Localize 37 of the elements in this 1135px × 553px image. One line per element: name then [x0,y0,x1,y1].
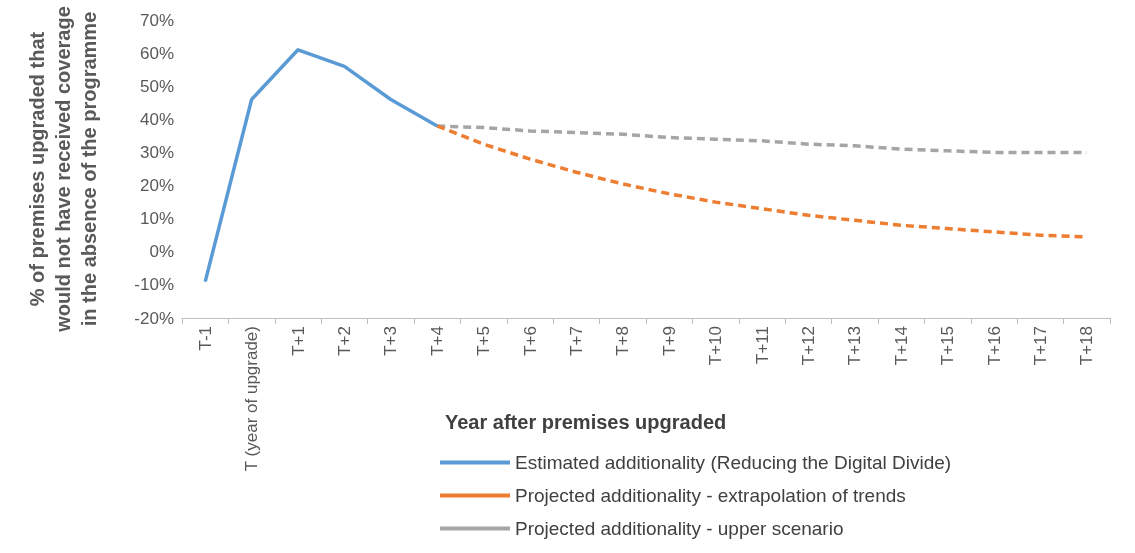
x-tick-label: T-1 [195,326,215,351]
x-tick-label: T+15 [938,326,958,366]
y-tick-label: 40% [139,109,174,129]
x-tick-label: T+8 [613,326,633,356]
x-tick-label: T+12 [798,326,818,366]
x-axis-title: Year after premises upgraded [445,411,727,433]
y-tick-label: 0% [149,242,174,262]
y-tick-label: 50% [139,76,174,96]
x-tick-label: T+3 [381,326,401,356]
y-tick-label: -20% [134,308,174,328]
y-axis-title: % of premises upgraded that would not have received coverage in the absence of the programme [26,6,100,333]
x-tick-label: T+14 [891,326,911,366]
x-tick-label: T+2 [334,326,354,356]
x-tick-label: T+7 [566,326,586,356]
y-tick-label: -10% [134,275,174,295]
legend-label: Estimated additionality (Reducing the Digital Divide) [515,452,952,473]
x-tick-label: T+18 [1077,326,1097,366]
y-tick-label: 30% [139,142,174,162]
line-series [203,48,439,284]
x-tick-label: T+17 [1030,326,1050,366]
x-tick-label: T+10 [706,326,726,366]
x-tick-label: T+6 [520,326,540,356]
x-tick-label: T+13 [845,326,865,366]
x-tick-label: T (year of upgrade) [242,326,262,472]
legend-label: Projected additionality - upper scenario [515,518,844,539]
line-series [435,124,1089,155]
y-tick-label: 20% [139,176,174,196]
x-tick-label: T+1 [288,326,308,356]
x-tick-label: T+5 [474,326,494,356]
x-tick-label: T+11 [752,326,772,364]
x-tick-label: T+16 [984,326,1004,366]
y-tick-label: 10% [139,209,174,229]
x-tick-label: T+4 [427,326,447,356]
y-tick-label: 60% [139,43,174,63]
x-tick-label: T+9 [659,326,679,356]
y-tick-label: 70% [139,10,174,30]
legend-label: Projected additionality - extrapolation of trends [515,485,906,506]
